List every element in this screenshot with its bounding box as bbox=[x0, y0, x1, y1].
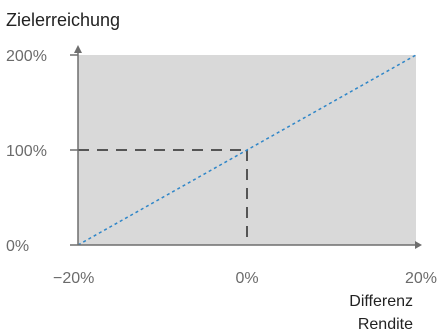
y-tick-label: 100% bbox=[6, 143, 47, 160]
series-line bbox=[77, 54, 417, 246]
x-axis-label-line-2: Rendite bbox=[358, 316, 413, 333]
y-tick-label: 200% bbox=[6, 48, 47, 65]
x-tick-label: 20% bbox=[405, 270, 437, 287]
y-ticks: 0% 100% 200% bbox=[6, 48, 78, 255]
x-ticks: −20% 0% 20% bbox=[53, 270, 437, 287]
y-tick-label: 0% bbox=[6, 238, 29, 255]
x-tick-label: 0% bbox=[235, 270, 258, 287]
y-axis-arrow bbox=[74, 45, 82, 53]
x-axis-arrow bbox=[415, 241, 422, 249]
x-axis-label-line-1: Differenz bbox=[349, 293, 413, 310]
chart-title: Zielerreichung bbox=[6, 10, 120, 30]
x-tick-label: −20% bbox=[53, 270, 94, 287]
